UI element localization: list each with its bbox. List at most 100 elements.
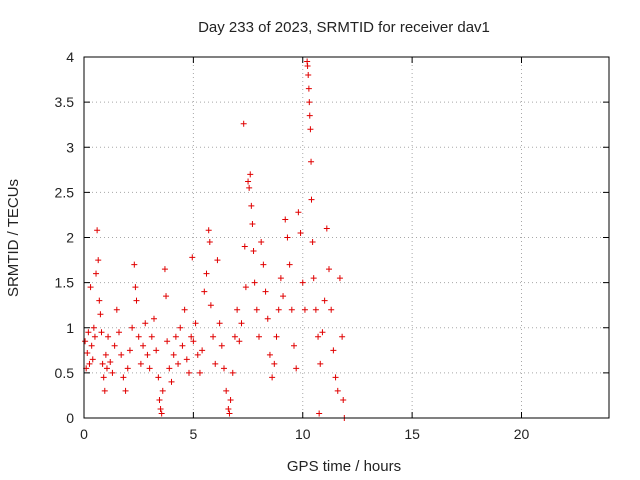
x-tick-label: 0 xyxy=(80,426,88,442)
data-point xyxy=(262,288,269,295)
data-point xyxy=(256,333,262,340)
data-point xyxy=(225,405,232,412)
data-point xyxy=(97,311,104,318)
data-point xyxy=(96,297,103,304)
data-point xyxy=(168,378,175,385)
data-point xyxy=(107,359,114,366)
y-tick-label: 0.5 xyxy=(55,365,75,381)
data-point xyxy=(159,387,166,394)
data-point xyxy=(175,360,182,367)
x-tick-label: 10 xyxy=(295,426,311,442)
data-point xyxy=(122,387,129,394)
data-point xyxy=(164,338,171,345)
data-point xyxy=(218,342,225,349)
data-point xyxy=(166,365,173,372)
data-point xyxy=(309,239,316,246)
data-point xyxy=(98,329,105,336)
data-point xyxy=(275,306,282,313)
chart-title: Day 233 of 2023, SRMTID for receiver dav… xyxy=(198,19,490,36)
data-point xyxy=(151,315,157,322)
data-point xyxy=(236,338,243,345)
y-tick-label: 2 xyxy=(66,230,74,246)
data-point xyxy=(157,405,164,412)
data-point xyxy=(170,351,177,358)
plot-frame xyxy=(83,56,610,419)
data-point xyxy=(91,333,98,340)
x-tick-label: 15 xyxy=(404,426,420,442)
data-point xyxy=(186,369,192,376)
data-point xyxy=(131,261,138,268)
data-point xyxy=(93,270,100,277)
data-point xyxy=(100,374,107,381)
data-point xyxy=(90,324,97,331)
data-point xyxy=(196,369,203,376)
data-point xyxy=(299,279,306,286)
data-point xyxy=(328,306,335,313)
data-point xyxy=(284,234,291,241)
y-tick-label: 3 xyxy=(66,139,74,155)
data-point xyxy=(156,396,163,403)
data-point xyxy=(172,333,179,340)
data-point xyxy=(226,410,233,417)
data-point xyxy=(148,333,155,340)
data-point xyxy=(155,374,162,381)
data-point xyxy=(113,306,120,313)
data-point xyxy=(304,63,311,70)
grid-lines xyxy=(84,57,609,418)
data-point xyxy=(247,171,254,178)
data-point xyxy=(227,396,234,403)
data-point xyxy=(323,225,330,232)
data-point xyxy=(153,347,160,354)
data-point xyxy=(330,347,337,354)
data-point xyxy=(84,350,91,357)
data-point xyxy=(207,302,214,309)
x-tick-labels: 0 5 10 15 20 xyxy=(80,426,529,442)
data-point xyxy=(336,275,343,282)
data-point xyxy=(305,85,312,92)
data-point xyxy=(240,120,247,127)
data-point xyxy=(308,158,315,165)
data-point xyxy=(192,320,199,327)
data-point xyxy=(146,365,153,372)
data-point xyxy=(297,229,304,236)
data-point xyxy=(177,324,184,331)
data-point xyxy=(124,365,131,372)
y-tick-label: 2.5 xyxy=(55,184,75,200)
data-point xyxy=(253,306,260,313)
data-point xyxy=(307,126,314,133)
data-point xyxy=(126,347,133,354)
data-point xyxy=(291,342,297,349)
data-point xyxy=(142,320,149,327)
data-point xyxy=(88,342,95,349)
data-point xyxy=(301,306,308,313)
data-point xyxy=(332,374,339,381)
data-point xyxy=(288,306,295,313)
y-tick-label: 4 xyxy=(66,49,74,65)
y-tick-labels: 0 0.5 1 1.5 2 2.5 3 3.5 4 xyxy=(55,49,75,426)
y-tick-label: 3.5 xyxy=(55,94,75,110)
data-point xyxy=(137,360,144,367)
data-point xyxy=(120,374,127,381)
data-point xyxy=(340,396,347,403)
data-point xyxy=(249,220,256,227)
data-point xyxy=(334,387,341,394)
data-point xyxy=(238,320,245,327)
data-point xyxy=(260,261,267,268)
x-axis-label: GPS time / hours xyxy=(287,458,401,475)
axis-ticks xyxy=(83,56,609,419)
data-point xyxy=(306,99,313,106)
data-point xyxy=(295,209,302,216)
data-point xyxy=(293,365,300,372)
data-point xyxy=(286,261,293,268)
data-point xyxy=(144,351,151,358)
data-point xyxy=(315,333,322,340)
data-point xyxy=(205,227,212,234)
x-tick-label: 5 xyxy=(189,426,197,442)
data-point xyxy=(95,257,102,264)
data-point xyxy=(140,342,147,349)
data-point xyxy=(242,284,249,291)
data-point xyxy=(250,248,257,255)
data-point xyxy=(266,351,273,358)
data-point xyxy=(188,333,195,340)
data-point xyxy=(326,266,332,273)
